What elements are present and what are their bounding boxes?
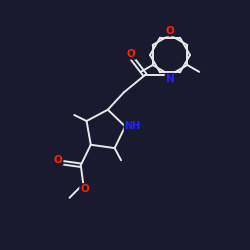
Polygon shape xyxy=(150,38,190,72)
Text: NH: NH xyxy=(124,122,141,132)
Text: N: N xyxy=(166,74,174,84)
Text: O: O xyxy=(54,155,63,165)
Text: O: O xyxy=(127,49,136,59)
Text: O: O xyxy=(166,26,174,36)
Text: O: O xyxy=(80,184,89,194)
